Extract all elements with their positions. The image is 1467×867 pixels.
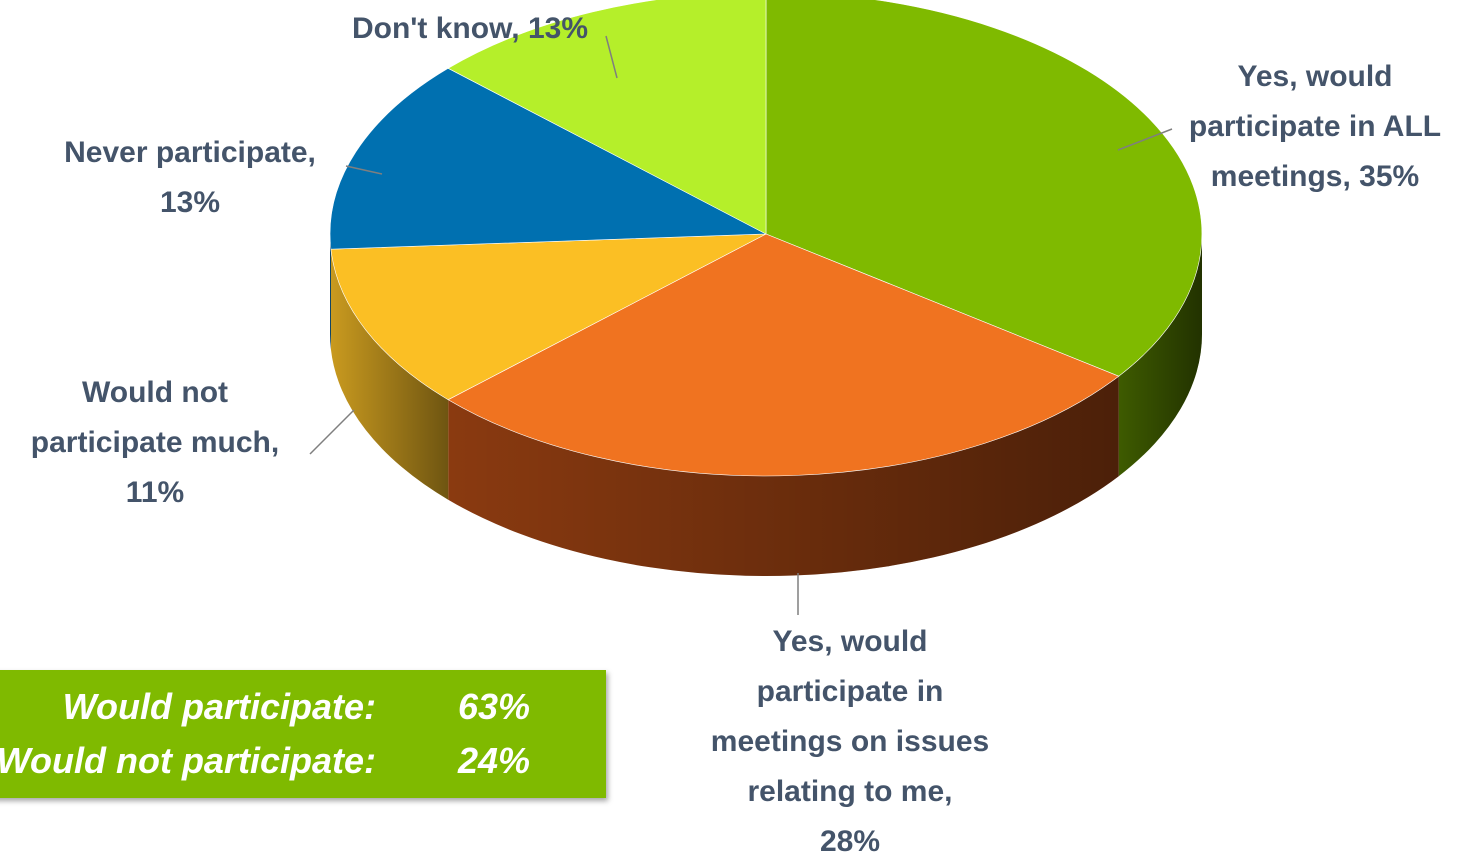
label-never: Never participate, 13% xyxy=(30,128,350,228)
pie-slice-side-shade-3 xyxy=(330,234,331,350)
summary-participate-value: 63% xyxy=(458,686,531,727)
pie-slice-2 xyxy=(330,233,767,401)
label-not-much-line-1: Would not xyxy=(81,376,229,409)
label-issues-line-2: participate in xyxy=(756,675,944,708)
label-dont-know-line-1: Don't know, 13% xyxy=(351,12,589,45)
label-issues-line-1: Yes, would xyxy=(772,625,928,658)
label-all-meetings-line-3: meetings, 35% xyxy=(1210,160,1420,193)
pie-slice-side-shade-0 xyxy=(1118,234,1202,477)
pie-slice-3 xyxy=(329,67,768,250)
label-not-much-line-2: participate much, xyxy=(30,426,280,459)
summary-box: Would participate: 63% Would not partici… xyxy=(0,670,606,798)
label-never-line-1: Never participate, xyxy=(64,136,316,169)
leader-line-not-much xyxy=(309,409,355,455)
summary-not-participate-label: Would not participate: xyxy=(0,740,376,781)
label-dont-know: Don't know, 13% xyxy=(320,4,620,54)
label-issues-line-5: 28% xyxy=(819,825,881,858)
summary-row-not-participate: Would not participate: 24% xyxy=(0,736,606,786)
label-not-much: Would not participate much, 11% xyxy=(0,368,310,518)
leader-line-dont-know xyxy=(605,35,618,79)
pie-slice-4 xyxy=(447,0,767,235)
pie-slice-0 xyxy=(765,0,1203,377)
label-all-meetings-line-1: Yes, would xyxy=(1237,60,1393,93)
leader-line-never xyxy=(345,165,383,175)
leader-lines xyxy=(309,35,1173,615)
label-all-meetings: Yes, would participate in ALL meetings, … xyxy=(1160,52,1467,202)
label-all-meetings-line-2: participate in ALL xyxy=(1188,110,1442,143)
label-issues: Yes, would participate in meetings on is… xyxy=(690,617,1010,867)
summary-participate-label: Would participate: xyxy=(62,686,376,727)
label-issues-line-4: relating to me, xyxy=(747,775,953,808)
pie-slice-side-shade-2 xyxy=(330,249,449,500)
label-issues-line-3: meetings on issues xyxy=(710,725,990,758)
summary-row-participate: Would participate: 63% xyxy=(0,682,606,732)
label-never-line-2: 13% xyxy=(159,186,221,219)
summary-not-participate-value: 24% xyxy=(458,740,531,781)
pie-slice-1 xyxy=(447,233,1120,477)
leader-line-all-meetings xyxy=(1117,128,1173,151)
label-not-much-line-3: 11% xyxy=(125,476,185,509)
pie-slice-side-shade-1 xyxy=(448,376,1119,576)
